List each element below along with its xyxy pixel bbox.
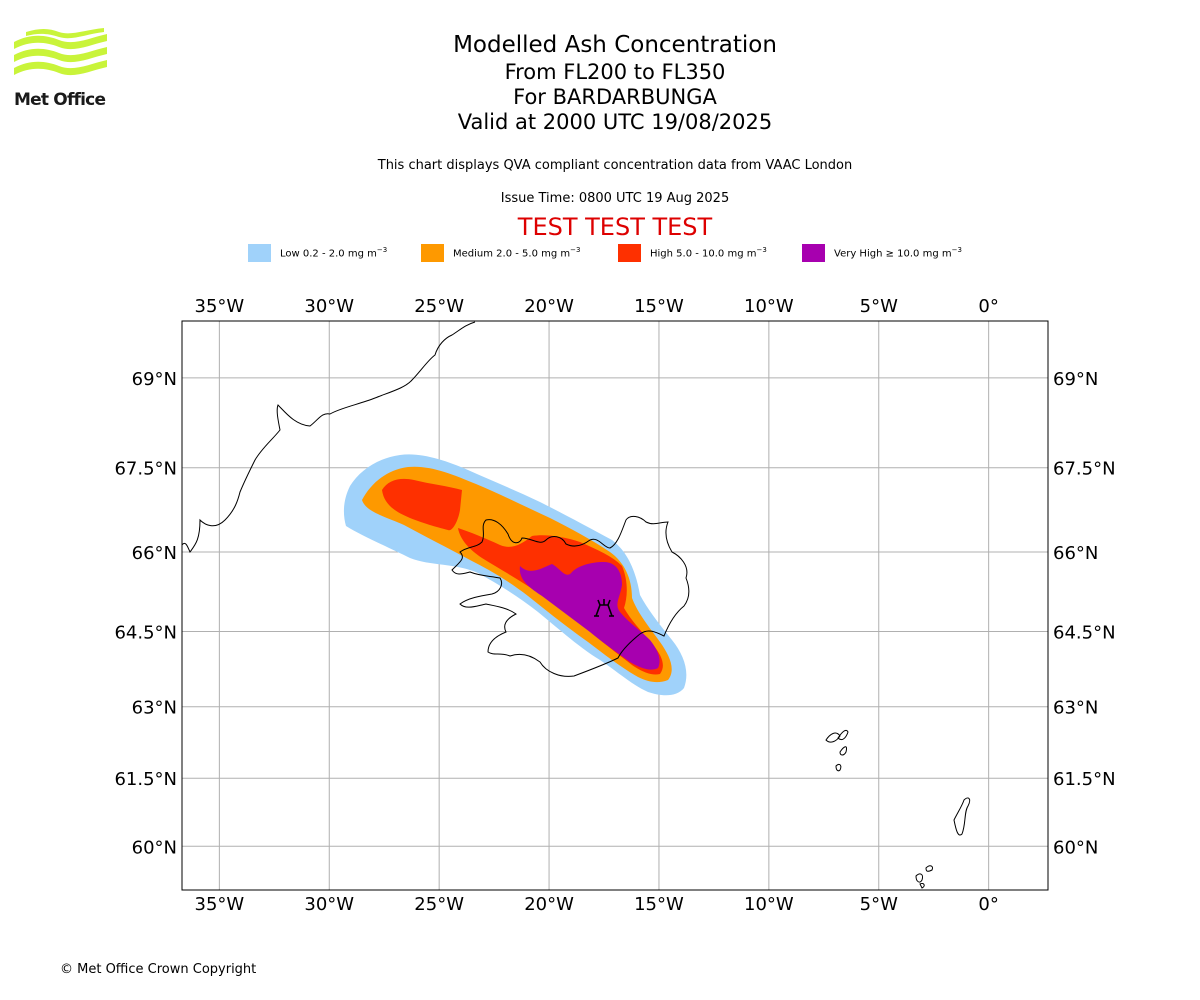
lon-label-top: 25°W: [414, 296, 464, 317]
legend-exponent-high: −3: [756, 246, 767, 255]
coastlines: [181, 321, 971, 889]
lat-label-right: 60°N: [1053, 837, 1098, 858]
lat-label-right: 61.5°N: [1053, 769, 1116, 790]
lat-label-left: 64.5°N: [114, 622, 177, 643]
legend-exponent-medium: −3: [570, 246, 581, 255]
legend-item-high: High 5.0 - 10.0 mg m−3: [618, 244, 767, 262]
met-office-logo: Met Office: [12, 28, 112, 114]
legend-label-very-high: Very High ≥ 10.0 mg m: [834, 248, 952, 260]
lat-label-right: 67.5°N: [1053, 459, 1116, 480]
lon-label-bottom: 10°W: [744, 894, 794, 915]
copyright-notice: © Met Office Crown Copyright: [60, 962, 257, 977]
lon-label-bottom: 35°W: [195, 894, 245, 915]
valid-time: Valid at 2000 UTC 19/08/2025: [457, 110, 773, 134]
iceland-coastline: [451, 515, 690, 677]
lon-label-top: 20°W: [524, 296, 574, 317]
legend-item-low: Low 0.2 - 2.0 mg m−3: [248, 244, 387, 262]
lat-label-right: 63°N: [1053, 698, 1098, 719]
shetland-islands-outline: [953, 797, 971, 836]
lat-label-left: 63°N: [132, 698, 177, 719]
chart-title: Modelled Ash Concentration: [453, 32, 777, 58]
lon-label-bottom: 15°W: [634, 894, 684, 915]
ash-contours: [343, 454, 687, 696]
lat-label-right: 69°N: [1053, 369, 1098, 390]
orkney-islands-outline: [915, 865, 933, 889]
greenland-coastline: [181, 321, 476, 553]
legend-label-high: High 5.0 - 10.0 mg m: [650, 248, 757, 260]
lat-label-left: 67.5°N: [114, 459, 177, 480]
met-office-logo-text: Met Office: [14, 90, 106, 110]
faroe-islands-outline: [825, 729, 849, 772]
legend-swatch-very-high: [802, 244, 825, 262]
met-office-wave-icon: [14, 28, 107, 76]
flight-level-range: From FL200 to FL350: [504, 60, 726, 84]
legend-swatch-high: [618, 244, 641, 262]
legend-label-low: Low 0.2 - 2.0 mg m: [280, 248, 377, 260]
legend-item-very-high: Very High ≥ 10.0 mg m−3: [802, 244, 962, 262]
legend-exponent-low: −3: [376, 246, 388, 255]
lon-label-top: 5°W: [860, 296, 898, 317]
ash-very-high-region: [519, 562, 660, 670]
lat-label-right: 66°N: [1053, 543, 1098, 564]
lon-label-top: 35°W: [195, 296, 245, 317]
lat-label-right: 64.5°N: [1053, 622, 1116, 643]
graticule: [182, 321, 1048, 890]
lon-label-bottom: 25°W: [414, 894, 464, 915]
volcano-icon: [594, 599, 614, 617]
qva-subtitle: This chart displays QVA compliant concen…: [377, 158, 853, 173]
lon-label-top: 10°W: [744, 296, 794, 317]
legend-exponent-very-high: −3: [951, 246, 962, 255]
lon-label-top: 30°W: [304, 296, 354, 317]
lon-label-top: 0°: [978, 296, 998, 317]
volcano-name-title: For BARDARBUNGA: [513, 85, 717, 109]
lon-label-bottom: 5°W: [860, 894, 898, 915]
tick-labels: 35°W 35°W 30°W 30°W 25°W 25°W 20°W 20°W 15°W 15°W…: [114, 296, 1115, 915]
lat-label-left: 61.5°N: [114, 769, 177, 790]
lon-label-top: 15°W: [634, 296, 684, 317]
lon-label-bottom: 0°: [978, 894, 998, 915]
test-banner: TEST TEST TEST: [517, 213, 713, 241]
issue-time: Issue Time: 0800 UTC 19 Aug 2025: [500, 191, 730, 206]
legend-label-medium: Medium 2.0 - 5.0 mg m: [453, 248, 571, 260]
legend-swatch-medium: [421, 244, 444, 262]
map-frame: [181, 320, 1049, 891]
lat-label-left: 60°N: [132, 837, 177, 858]
lat-label-left: 66°N: [132, 543, 177, 564]
lat-label-left: 69°N: [132, 369, 177, 390]
chart-title-block: Modelled Ash Concentration From FL200 to…: [315, 30, 915, 135]
legend-item-medium: Medium 2.0 - 5.0 mg m−3: [421, 244, 580, 262]
lon-label-bottom: 30°W: [304, 894, 354, 915]
legend-swatch-low: [248, 244, 271, 262]
lon-label-bottom: 20°W: [524, 894, 574, 915]
